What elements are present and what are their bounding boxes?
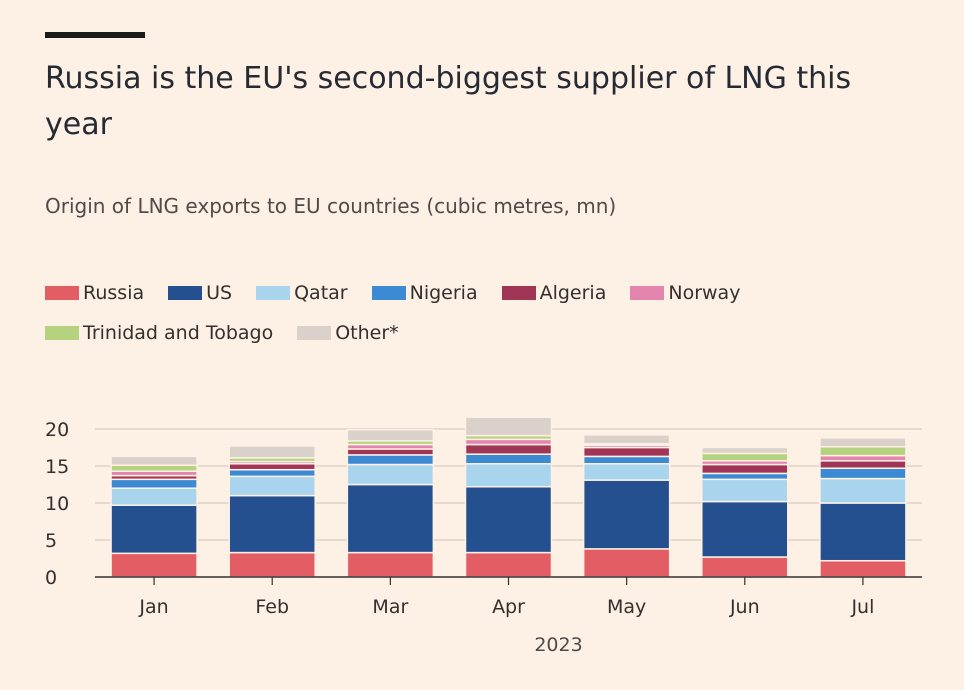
legend-item-us: US [168, 282, 232, 304]
bar-segment-qatar-mar [346, 463, 435, 486]
x-tick-label: Apr [492, 596, 525, 618]
bar-segment-us-jul [819, 502, 907, 562]
legend-row: Trinidad and Tobago Other* [45, 320, 925, 346]
bar-segment-other-jan [110, 455, 198, 467]
bar-segment-us-jan [110, 504, 198, 555]
bar-segment-nigeria-feb [228, 468, 316, 478]
bar-segment-nigeria-apr [464, 453, 553, 465]
legend-item-other: Other* [297, 322, 399, 344]
legend-label: Trinidad and Tobago [83, 322, 274, 344]
legend: Russia US Qatar Nigeria Algeria Norway Trinida… [45, 280, 925, 360]
bar-segment-us-may [582, 479, 671, 550]
bar-segment-trinidad-and-tobago-jan [110, 464, 198, 472]
chart-subtitle: Origin of LNG exports to EU countries (c… [45, 194, 617, 218]
legend-item-norway: Norway [630, 282, 740, 304]
bar-segment-qatar-jul [819, 477, 907, 504]
legend-swatch-us [168, 286, 203, 300]
legend-item-trinidad-and-tobago: Trinidad and Tobago [45, 322, 273, 344]
y-tick-label: 20 [45, 419, 69, 441]
bar-segment-trinidad-and-tobago-jul [819, 446, 907, 457]
x-tick-label: Jul [850, 596, 874, 618]
legend-label: Qatar [294, 282, 348, 304]
bar-segment-algeria-may [582, 446, 671, 458]
bar-segment-russia-jun [701, 556, 789, 578]
bar-segment-russia-may [582, 548, 671, 578]
bar-segment-nigeria-may [582, 455, 671, 465]
bar-segment-qatar-feb [228, 475, 316, 497]
legend-label: Norway [668, 282, 741, 304]
legend-swatch-russia [45, 286, 79, 300]
bar-segment-qatar-may [582, 463, 671, 481]
bar-segment-other-apr [464, 416, 553, 437]
legend-item-nigeria: Nigeria [371, 282, 478, 304]
header-rule [45, 32, 145, 38]
bar-segment-russia-jul [819, 559, 907, 578]
y-tick-label: 10 [45, 493, 69, 515]
x-tick-label: Jun [729, 596, 760, 618]
legend-swatch-algeria [501, 286, 536, 300]
legend-row: Russia US Qatar Nigeria Algeria Norway [45, 280, 925, 306]
bar-segment-russia-feb [228, 551, 316, 578]
bar-segment-us-apr [464, 485, 553, 554]
legend-label: Russia [83, 282, 145, 304]
x-tick-label: Feb [255, 596, 289, 618]
bar-segment-us-feb [228, 494, 316, 554]
bar-segment-other-jun [701, 446, 789, 455]
bar-segment-us-mar [346, 483, 435, 554]
bar-segment-qatar-jan [110, 487, 198, 506]
bar-segment-norway-jul [819, 454, 907, 462]
legend-label: Algeria [539, 282, 607, 304]
bar-segment-russia-jan [110, 552, 198, 578]
bar-segment-qatar-jun [701, 478, 789, 503]
x-tick-label: Jan [138, 596, 168, 618]
legend-item-qatar: Qatar [256, 282, 348, 304]
legend-item-algeria: Algeria [501, 282, 607, 304]
bar-segment-norway-apr [464, 438, 553, 446]
y-tick-label: 0 [45, 567, 57, 589]
bar-segment-russia-apr [464, 551, 553, 578]
bar-segment-algeria-mar [346, 448, 435, 456]
bar-segment-algeria-feb [228, 463, 316, 471]
legend-swatch-norway [630, 286, 665, 300]
bar-segment-nigeria-jul [819, 467, 907, 480]
bar-segment-nigeria-jan [110, 478, 198, 489]
bar-segment-other-feb [228, 445, 316, 459]
bar-segment-algeria-apr [464, 443, 553, 455]
legend-swatch-trinidad-and-tobago [45, 326, 79, 340]
legend-label: Other* [335, 322, 399, 344]
legend-swatch-nigeria [371, 286, 406, 300]
legend-label: US [206, 282, 233, 304]
bar-segment-qatar-apr [464, 463, 553, 488]
legend-item-russia: Russia [45, 282, 144, 304]
legend-swatch-other [297, 326, 332, 340]
y-tick-label: 5 [45, 530, 57, 552]
bar-segment-algeria-jul [819, 460, 907, 469]
chart-title: Russia is the EU's second-biggest suppli… [45, 61, 852, 142]
bar-segment-other-may [582, 434, 671, 445]
bar-segment-other-mar [346, 428, 435, 442]
bar-segment-trinidad-and-tobago-jun [701, 452, 789, 462]
x-tick-label: May [607, 596, 646, 618]
bar-segment-other-jul [819, 437, 907, 448]
legend-label: Nigeria [409, 282, 478, 304]
x-tick-label: Mar [372, 596, 408, 618]
bar-segment-us-jun [701, 500, 789, 558]
x-axis-label: 2023 [534, 634, 582, 656]
bar-segment-algeria-jun [701, 463, 789, 475]
bar-segment-nigeria-mar [346, 454, 435, 466]
bar-segment-nigeria-jun [701, 472, 789, 481]
y-tick-label: 15 [45, 456, 69, 478]
bar-segment-russia-mar [346, 551, 435, 578]
legend-swatch-qatar [256, 286, 291, 300]
